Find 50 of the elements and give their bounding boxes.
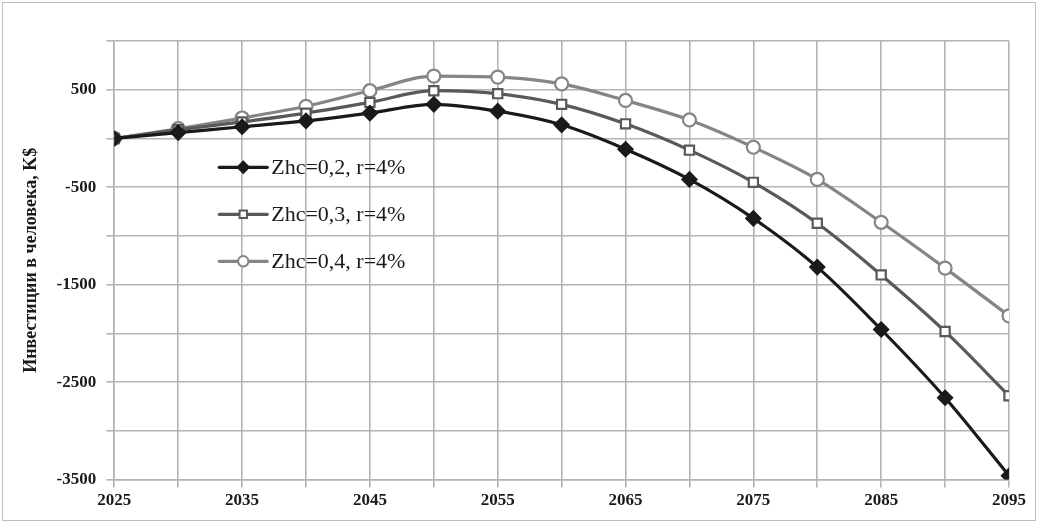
- point: [745, 139, 761, 155]
- point: [362, 83, 378, 99]
- x-tick-label: 2025: [97, 490, 132, 510]
- point: [619, 118, 632, 130]
- x-tick-label: 2065: [608, 490, 643, 510]
- x-tick-label: 2075: [736, 490, 771, 510]
- point: [553, 116, 570, 133]
- x-tick-label: 2035: [225, 490, 260, 510]
- point: [489, 103, 506, 120]
- x-tick-label: 2085: [864, 490, 899, 510]
- point: [809, 171, 825, 187]
- point: [936, 389, 954, 406]
- point: [490, 69, 506, 85]
- point: [492, 87, 504, 100]
- point: [428, 85, 440, 97]
- point: [747, 176, 760, 189]
- legend-label: Zhc=0,2, r=4%: [271, 154, 406, 180]
- y-tick-label: -2500: [56, 371, 97, 391]
- legend-label: Zhc=0,4, r=4%: [271, 248, 406, 274]
- y-tick-label: 500: [70, 79, 97, 99]
- point: [617, 92, 634, 109]
- point: [617, 141, 634, 158]
- point: [555, 98, 568, 111]
- point: [937, 260, 953, 276]
- point: [361, 105, 378, 122]
- x-tick-label: 2045: [352, 490, 387, 510]
- point: [681, 112, 698, 128]
- point: [297, 112, 315, 130]
- x-tick-label: 2095: [992, 490, 1026, 510]
- y-tick-label: -500: [65, 176, 97, 196]
- x-tick-label: 2055: [480, 490, 515, 510]
- point: [554, 76, 570, 92]
- point: [873, 214, 889, 230]
- point: [745, 210, 762, 227]
- point: [233, 118, 251, 135]
- y-tick-label: -1500: [56, 274, 97, 294]
- point: [875, 269, 887, 281]
- point: [681, 171, 698, 188]
- y-tick-label: -3500: [56, 468, 97, 488]
- point: [426, 68, 442, 84]
- point: [939, 325, 951, 338]
- point: [809, 259, 826, 276]
- point: [873, 321, 890, 338]
- legend-label: Zhc=0,3, r=4%: [271, 201, 406, 227]
- point: [170, 124, 187, 141]
- point: [425, 96, 442, 113]
- point: [683, 144, 696, 156]
- y-axis-title: Инвестиции в человека, K$: [20, 147, 41, 373]
- point: [364, 96, 376, 109]
- point: [811, 217, 823, 229]
